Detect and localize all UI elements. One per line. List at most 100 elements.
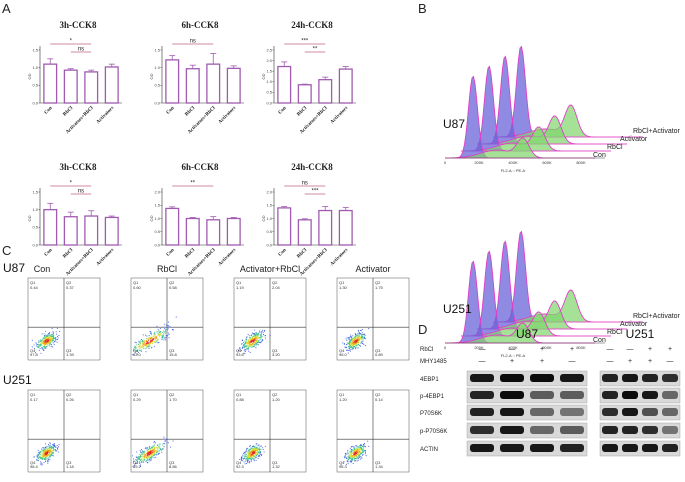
event-dot [368,445,370,447]
event-dot [356,460,358,462]
event-dot [257,447,259,449]
quadrant-name: Q1 [133,280,139,285]
event-dot [165,440,167,442]
event-dot [250,459,252,461]
event-dot [250,455,252,457]
event-dot [147,337,149,339]
event-dot [37,346,39,348]
protein-band [622,391,638,399]
event-dot [361,335,363,337]
event-dot [245,452,247,454]
event-dot [344,456,346,458]
x-tick-label: 400K [508,160,518,165]
event-dot [247,348,249,350]
event-dot [162,447,164,449]
quadrant-value: 0.14 [375,397,384,402]
event-dot [252,336,254,338]
x-tick-label: Activators [218,106,237,125]
event-dot [250,335,252,337]
sig-label: *** [301,39,309,45]
event-dot [359,448,362,450]
event-dot [353,342,355,344]
event-dot [38,455,40,457]
event-dot [35,345,38,347]
event-dot [146,456,148,458]
y-tick-label: 1.0 [154,65,160,70]
protein-band [662,426,678,434]
event-dot [137,455,139,457]
bar [84,215,99,246]
event-dot [135,349,137,351]
event-dot [257,448,259,451]
quadrant-value: 0.44 [30,285,39,290]
event-dot [363,446,365,448]
event-dot [41,464,43,466]
event-dot [146,449,148,451]
event-dot [243,461,245,463]
event-dot [359,332,361,335]
event-dot [354,446,356,448]
event-dot [136,459,138,461]
event-dot [357,446,359,448]
event-dot [248,345,250,347]
quadrant-value: 93.6 [236,352,245,357]
event-dot [246,460,248,462]
event-dot [149,445,151,447]
event-dot [251,336,253,338]
event-dot [52,443,54,446]
sig-label: ** [313,47,318,53]
event-dot [249,454,251,456]
event-dot [356,458,358,460]
event-dot [39,457,41,459]
event-dot [43,337,45,339]
event-dot [364,450,366,452]
event-dot [141,453,143,455]
event-dot [256,341,258,343]
event-dot [256,451,258,454]
y-label: OD [149,73,154,79]
protein-band [642,391,658,399]
event-dot [357,342,360,344]
event-dot [42,446,44,449]
event-dot [349,461,351,463]
event-dot [250,457,252,459]
event-dot [143,457,145,459]
event-dot [254,343,256,345]
event-dot [139,464,142,466]
event-dot [161,451,163,453]
event-dot [345,456,347,458]
protein-band [500,391,524,399]
event-dot [38,349,40,351]
event-dot [166,329,168,331]
bar [63,69,78,104]
bar [185,68,200,104]
event-dot [253,449,255,451]
quadrant-value: 96.0 [339,352,348,357]
event-dot [39,451,42,453]
event-dot [54,449,56,451]
y-tick-label: 0.0 [32,100,38,105]
event-dot [41,345,43,347]
event-dot [252,332,254,334]
event-dot [167,328,169,330]
event-dot [162,442,164,445]
quadrant-name: Q1 [339,392,345,397]
event-dot [359,329,362,332]
event-dot [149,453,151,456]
event-dot [163,339,165,341]
event-dot [257,452,259,454]
event-dot [256,333,258,335]
event-dot [253,459,255,461]
protein-band [470,374,494,382]
event-dot [163,326,165,328]
event-dot [352,455,354,457]
event-dot [162,444,164,446]
membrane-strip [599,387,681,404]
event-dot [133,348,135,350]
event-dot [137,347,139,349]
protein-band [602,374,618,382]
event-dot [152,451,154,453]
event-dot [159,331,162,333]
event-dot [348,345,350,347]
